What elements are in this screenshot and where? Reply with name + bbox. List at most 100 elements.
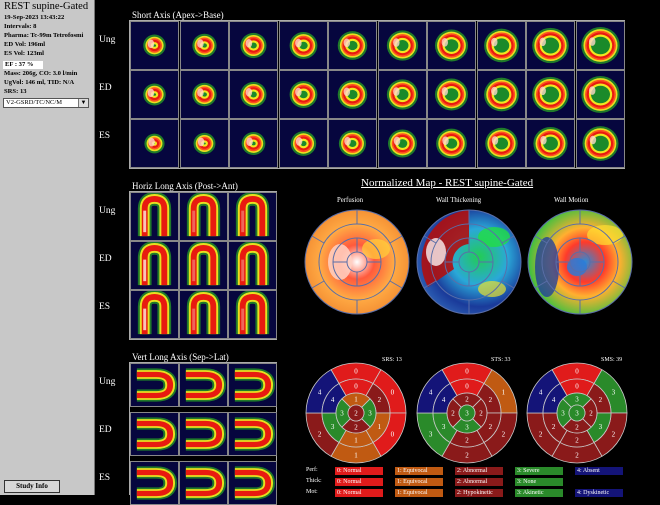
segment-score: 3 [575,396,579,404]
segment-score: 0 [575,368,579,376]
short-axis-slice[interactable] [130,119,179,168]
horiz-long-axis-slice[interactable] [179,241,228,290]
hla-row-label: ES [99,302,111,312]
vert-long-axis-slice[interactable] [228,363,277,407]
short-axis-slice[interactable] [130,70,179,119]
short-axis-slice[interactable] [575,21,625,70]
short-axis-slice[interactable] [476,70,526,119]
hla-row-label: Ung [99,206,116,216]
legend-row-label: Mot: [306,489,318,495]
vert-long-axis-title: Vert Long Axis (Sep->Lat) [132,352,229,362]
short-axis-slice[interactable] [130,21,179,70]
chevron-down-icon[interactable]: ▼ [78,99,88,107]
wall-thickening-polar-map[interactable] [414,207,524,317]
short-axis-slice[interactable] [229,70,278,119]
short-axis-slice[interactable] [575,119,625,168]
legend-mot-item: 0: Normal [335,489,383,497]
short-axis-slice[interactable] [427,119,476,168]
horiz-long-axis-slice[interactable] [228,241,277,290]
horiz-long-axis-slice[interactable] [130,290,179,339]
segment-score: 1 [354,396,358,404]
vert-long-axis-slice[interactable] [179,363,228,407]
short-axis-slice[interactable] [278,21,328,70]
legend-mot-item: 4: Dyskinetic [575,489,623,497]
short-axis-slice[interactable] [427,70,476,119]
vert-long-axis-slice[interactable] [179,412,228,456]
short-axis-slice[interactable] [229,21,278,70]
vert-long-axis-slice[interactable] [228,412,277,456]
segment-score: 0 [465,368,469,376]
short-axis-slice[interactable] [377,21,427,70]
short-axis-slice[interactable] [229,119,278,168]
short-axis-slice[interactable] [179,70,229,119]
segment-score: 2 [502,431,506,439]
horiz-long-axis-slice[interactable] [130,241,179,290]
study-title: REST supine-Gated [4,1,89,12]
short-axis-row-label: ED [99,83,112,93]
segment-score: 0 [354,368,358,376]
short-axis-slice[interactable] [476,119,526,168]
short-axis-slice[interactable] [179,21,229,70]
protocol-select[interactable]: V2-GSRD/TC/NC/M ▼ [3,98,89,108]
study-info-button[interactable]: Study Info [4,480,60,493]
segment-score: 1 [378,423,382,431]
vert-long-axis-slice[interactable] [179,461,228,505]
segment-score: 0 [391,431,395,439]
segment-score: 0 [465,383,469,391]
perfusion-polar-map[interactable] [302,207,412,317]
short-axis-slice[interactable] [328,21,377,70]
legend-perf-item: 3: Severe [515,467,563,475]
vert-long-axis-slice[interactable] [130,412,179,456]
short-axis-slice[interactable] [575,70,625,119]
study-sidebar: REST supine-Gated 19-Sep-2023 13:43:22 I… [0,0,95,495]
short-axis-slice[interactable] [427,21,476,70]
short-axis-slice[interactable] [278,70,328,119]
horiz-long-axis-slice[interactable] [228,192,277,241]
short-axis-slice[interactable] [526,119,575,168]
segment-score: 4 [331,396,335,404]
short-axis-slice[interactable] [377,70,427,119]
apex-segment[interactable] [458,404,476,422]
short-axis-slice[interactable] [377,119,427,168]
short-axis-slice[interactable] [476,21,526,70]
ungated-volume-tid: UgVol: 146 ml, TID: N/A [4,79,75,86]
apex-segment[interactable] [347,404,365,422]
segment-score: 2 [575,452,579,460]
vert-long-axis-slice[interactable] [130,363,179,407]
srs-score: SRS: 13 [382,357,402,363]
short-axis-slice[interactable] [328,119,377,168]
apex-segment[interactable] [568,404,586,422]
segment-score: 3 [442,423,446,431]
horiz-long-axis-slice[interactable] [179,192,228,241]
vert-long-axis-slice[interactable] [228,461,277,505]
perfusion-map-label: Perfusion [337,197,364,204]
segment-score: 3 [465,424,469,432]
legend-row-label: Thick: [306,478,322,484]
segment-score: 4 [442,396,446,404]
srs-info: SRS: 13 [4,88,27,95]
segment-score: 2 [451,410,455,418]
horiz-long-axis-slice[interactable] [228,290,277,339]
acquisition-timestamp: 19-Sep-2023 13:43:22 [4,14,65,21]
segment-score: 4 [552,396,556,404]
legend-mot-item: 2: Hypokinetic [455,489,503,497]
short-axis-slice[interactable] [278,119,328,168]
vert-long-axis-slice[interactable] [130,461,179,505]
short-axis-slice[interactable] [328,70,377,119]
segment-score: 2 [378,396,382,404]
segment-score: 0 [354,383,358,391]
segment-score: 2 [589,410,593,418]
short-axis-slice[interactable] [526,70,575,119]
short-axis-slice[interactable] [179,119,229,168]
horiz-long-axis-slice[interactable] [130,192,179,241]
short-axis-slice[interactable] [526,21,575,70]
sts-score: STS: 33 [491,357,511,363]
horiz-long-axis-slice[interactable] [179,290,228,339]
main-viewer: Short Axis (Apex->Base) Ung ED ES Horiz … [95,0,660,505]
segment-score: 2 [575,424,579,432]
short-axis-row-label: ES [99,131,111,141]
wall-motion-polar-map[interactable] [525,207,635,317]
